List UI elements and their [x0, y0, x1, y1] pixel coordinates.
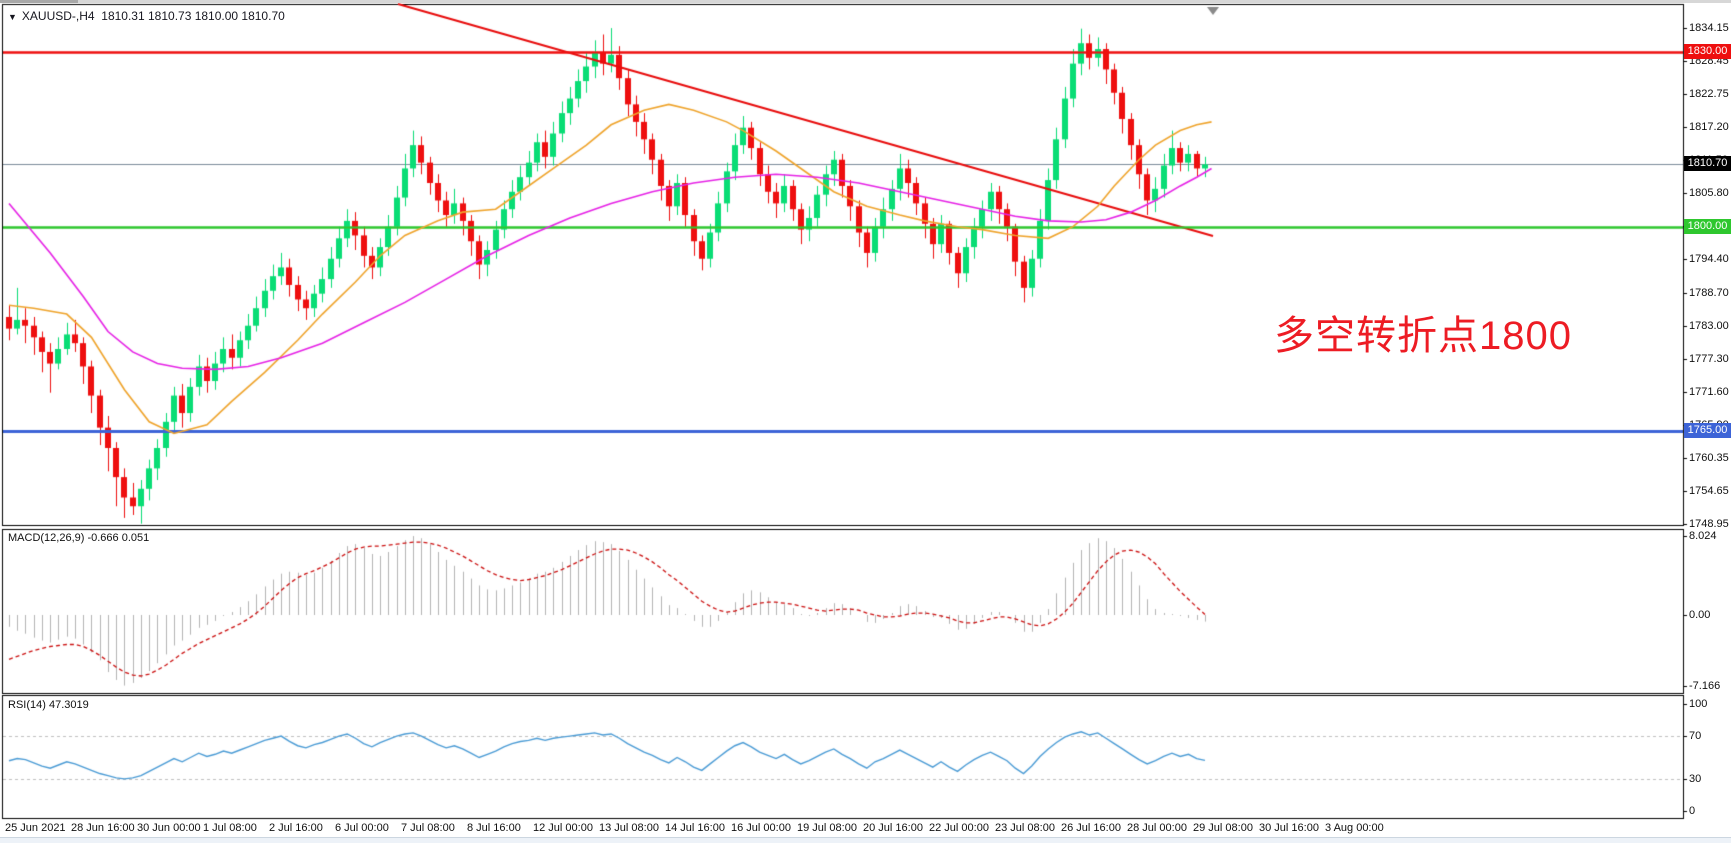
bottom-status-strip: [0, 837, 1731, 843]
rsi-tick-label: 0: [1689, 805, 1696, 817]
macd-indicator-label: MACD(12,26,9) -0.666 0.051: [8, 532, 150, 544]
rsi-tick-label: 30: [1689, 772, 1702, 785]
annotation-text[interactable]: 多空转折点1800: [1274, 314, 1572, 358]
rsi-tick-label: 100: [1689, 698, 1708, 710]
rsi-tick-label: 70: [1689, 730, 1702, 743]
date-tick-label: 14 Jul 16:00: [665, 822, 725, 834]
price-tick-label: 1754.65: [1689, 484, 1729, 497]
quote-ohlc: 1810.31 1810.73 1810.00 1810.70: [101, 9, 285, 23]
price-tick-label: 1748.95: [1689, 518, 1729, 530]
date-tick-label: 29 Jul 08:00: [1193, 822, 1253, 834]
date-tick-label: 1 Jul 08:00: [203, 822, 257, 834]
date-tick-label: 28 Jun 16:00: [71, 822, 135, 834]
date-tick-label: 2 Jul 16:00: [269, 822, 323, 834]
date-tick-label: 13 Jul 08:00: [599, 822, 659, 834]
price-tick-label: 1822.75: [1689, 88, 1729, 101]
price-tick-label: 1783.00: [1689, 319, 1729, 332]
price-badge-1830.00: 1830.00: [1684, 44, 1731, 59]
symbol-name: XAUUSD-,H4: [21, 9, 95, 23]
date-tick-label: 30 Jun 00:00: [137, 822, 201, 834]
price-tick-label: 1788.70: [1689, 286, 1729, 299]
price-badge-1810.70: 1810.70: [1684, 156, 1731, 171]
price-badge-1765.00: 1765.00: [1684, 423, 1731, 438]
date-tick-label: 12 Jul 00:00: [533, 822, 593, 834]
date-tick-label: 22 Jul 00:00: [929, 822, 989, 834]
date-tick-label: 25 Jun 2021: [5, 822, 66, 834]
date-tick-label: 23 Jul 08:00: [995, 822, 1055, 834]
symbol-info-line: ▼ XAUUSD-,H4 1810.31 1810.73 1810.00 1810…: [8, 9, 285, 23]
price-tick-label: 1805.80: [1689, 186, 1729, 199]
price-tick-label: 1777.30: [1689, 352, 1729, 365]
date-tick-label: 16 Jul 00:00: [731, 822, 791, 834]
rsi-indicator-label: RSI(14) 47.3019: [8, 699, 89, 711]
symbol-dropdown-icon[interactable]: ▼: [8, 12, 17, 22]
date-tick-label: 19 Jul 08:00: [797, 822, 857, 834]
price-badge-1800.00: 1800.00: [1684, 219, 1731, 234]
date-tick-label: 7 Jul 08:00: [401, 822, 455, 834]
date-tick-label: 6 Jul 00:00: [335, 822, 389, 834]
price-tick-label: 1834.15: [1689, 21, 1729, 34]
macd-tick-label: -7.166: [1689, 679, 1721, 692]
price-tick-label: 1817.20: [1689, 120, 1729, 133]
price-tick-label: 1760.35: [1689, 451, 1729, 464]
date-tick-label: 30 Jul 16:00: [1259, 822, 1319, 834]
date-tick-label: 26 Jul 16:00: [1061, 822, 1121, 834]
date-tick-label: 3 Aug 00:00: [1325, 822, 1384, 834]
price-tick-label: 1771.60: [1689, 386, 1729, 399]
macd-tick-label: 8.024: [1689, 530, 1717, 543]
macd-tick-label: 0.00: [1689, 609, 1711, 621]
top-scrollbar-thumb[interactable]: [0, 0, 78, 3]
date-tick-label: 28 Jul 00:00: [1127, 822, 1187, 834]
date-tick-label: 8 Jul 16:00: [467, 822, 521, 834]
top-scrollbar[interactable]: [0, 0, 1731, 3]
price-tick-label: 1794.40: [1689, 253, 1729, 266]
date-tick-label: 20 Jul 16:00: [863, 822, 923, 834]
